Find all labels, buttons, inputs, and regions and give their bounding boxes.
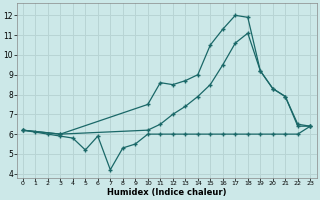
X-axis label: Humidex (Indice chaleur): Humidex (Indice chaleur) xyxy=(107,188,226,197)
